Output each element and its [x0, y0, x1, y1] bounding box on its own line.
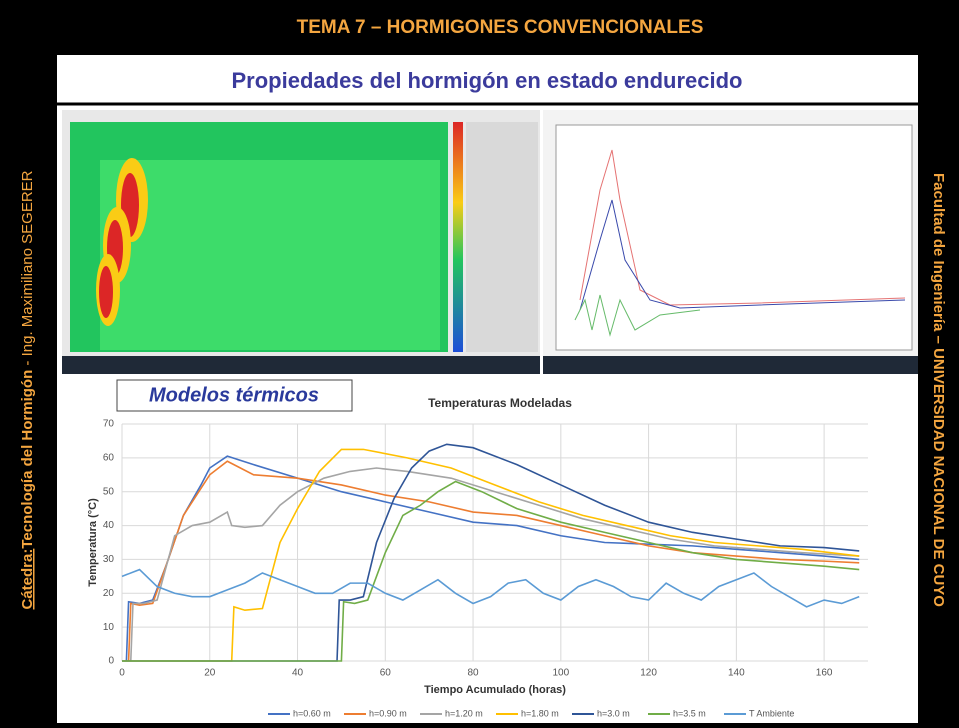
y-tick-label: 70 [103, 419, 115, 430]
section-label: Modelos térmicos [149, 384, 319, 406]
legend-label: h=0.90 m [369, 708, 407, 718]
legend-label: T Ambiente [749, 708, 794, 718]
right-sidebar: Facultad de Ingeniería – UNIVERSIDAD NAC… [930, 173, 947, 607]
y-tick-label: 50 [103, 486, 115, 497]
x-axis-label: Tiempo Acumulado (horas) [424, 684, 566, 696]
author: - Ing. Maximiliano SEGERER [19, 170, 36, 369]
legend-label: h=3.0 m [597, 708, 630, 718]
legend-label: h=1.20 m [445, 708, 483, 718]
y-tick-label: 10 [103, 622, 115, 633]
course: Tecnología del Hormigón [19, 370, 36, 549]
control-panel [466, 122, 538, 352]
y-axis-label: Temperatura (°C) [87, 498, 99, 587]
right-sidebar-text: Facultad de Ingeniería – UNIVERSIDAD NAC… [930, 173, 947, 607]
x-tick-label: 160 [816, 668, 833, 679]
x-tick-label: 40 [292, 668, 304, 679]
legend-label: h=0.60 m [293, 708, 331, 718]
y-tick-label: 30 [103, 554, 115, 565]
slide: TEMA 7 – HORMIGONES CONVENCIONALES Propi… [0, 0, 959, 723]
taskbar [62, 356, 540, 374]
label: Cátedra: [19, 549, 36, 610]
x-tick-label: 100 [552, 668, 569, 679]
color-scale [453, 122, 463, 352]
x-tick-label: 140 [728, 668, 745, 679]
legend-label: h=1.80 m [521, 708, 559, 718]
page: TEMA 7 – HORMIGONES CONVENCIONALES Propi… [0, 0, 959, 728]
slide-subtitle: Propiedades del hormigón en estado endur… [232, 68, 743, 93]
screenshot-left [62, 110, 540, 374]
slide-title: TEMA 7 – HORMIGONES CONVENCIONALES [297, 17, 704, 38]
x-tick-label: 20 [204, 668, 216, 679]
left-sidebar-text: Cátedra:Tecnología del Hormigón - Ing. M… [19, 170, 36, 609]
x-tick-label: 60 [380, 668, 392, 679]
screenshot-right [543, 110, 918, 374]
chart-title: Temperaturas Modeladas [428, 396, 572, 410]
left-sidebar: Cátedra:Tecnología del Hormigón - Ing. M… [19, 170, 36, 609]
x-tick-label: 0 [119, 668, 125, 679]
heat-field-inner [100, 160, 440, 350]
y-tick-label: 0 [108, 656, 114, 667]
y-tick-label: 60 [103, 452, 115, 463]
heat-blob [99, 266, 113, 318]
x-tick-label: 80 [467, 668, 479, 679]
x-tick-label: 120 [640, 668, 657, 679]
taskbar [543, 356, 918, 374]
y-tick-label: 40 [103, 520, 115, 531]
legend-label: h=3.5 m [673, 708, 706, 718]
y-tick-label: 20 [103, 588, 115, 599]
